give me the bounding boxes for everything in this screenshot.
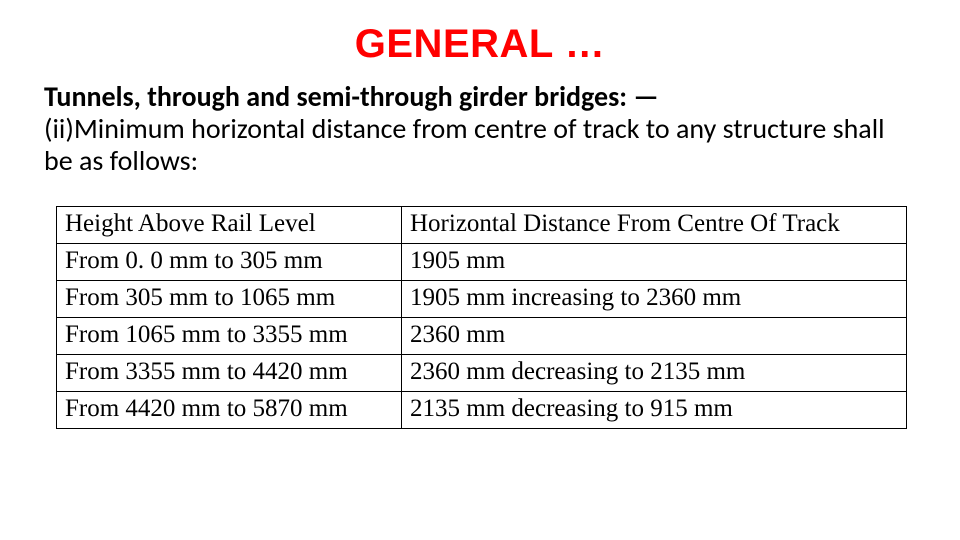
table-cell: From 305 mm to 1065 mm	[57, 280, 402, 317]
table-row: From 305 mm to 1065 mm 1905 mm increasin…	[57, 280, 907, 317]
table-cell: 1905 mm increasing to 2360 mm	[402, 280, 907, 317]
table-row: From 0. 0 mm to 305 mm 1905 mm	[57, 243, 907, 280]
table-row: Height Above Rail Level Horizontal Dista…	[57, 206, 907, 243]
table-header-cell: Horizontal Distance From Centre Of Track	[402, 206, 907, 243]
table-cell: 2135 mm decreasing to 915 mm	[402, 391, 907, 428]
table-cell: 2360 mm	[402, 317, 907, 354]
table-cell: From 3355 mm to 4420 mm	[57, 354, 402, 391]
table-row: From 3355 mm to 4420 mm 2360 mm decreasi…	[57, 354, 907, 391]
table-cell: 1905 mm	[402, 243, 907, 280]
table-cell: 2360 mm decreasing to 2135 mm	[402, 354, 907, 391]
intro-paragraph: (ii)Minimum horizontal distance from cen…	[44, 113, 916, 177]
table-row: From 4420 mm to 5870 mm 2135 mm decreasi…	[57, 391, 907, 428]
subheading: Tunnels, through and semi-through girder…	[44, 81, 916, 113]
clearance-table: Height Above Rail Level Horizontal Dista…	[56, 206, 907, 429]
table-row: From 1065 mm to 3355 mm 2360 mm	[57, 317, 907, 354]
table-cell: From 4420 mm to 5870 mm	[57, 391, 402, 428]
table-header-cell: Height Above Rail Level	[57, 206, 402, 243]
slide-container: GENERAL … Tunnels, through and semi-thro…	[0, 0, 960, 540]
table-cell: From 1065 mm to 3355 mm	[57, 317, 402, 354]
page-title: GENERAL …	[44, 22, 916, 67]
table-cell: From 0. 0 mm to 305 mm	[57, 243, 402, 280]
